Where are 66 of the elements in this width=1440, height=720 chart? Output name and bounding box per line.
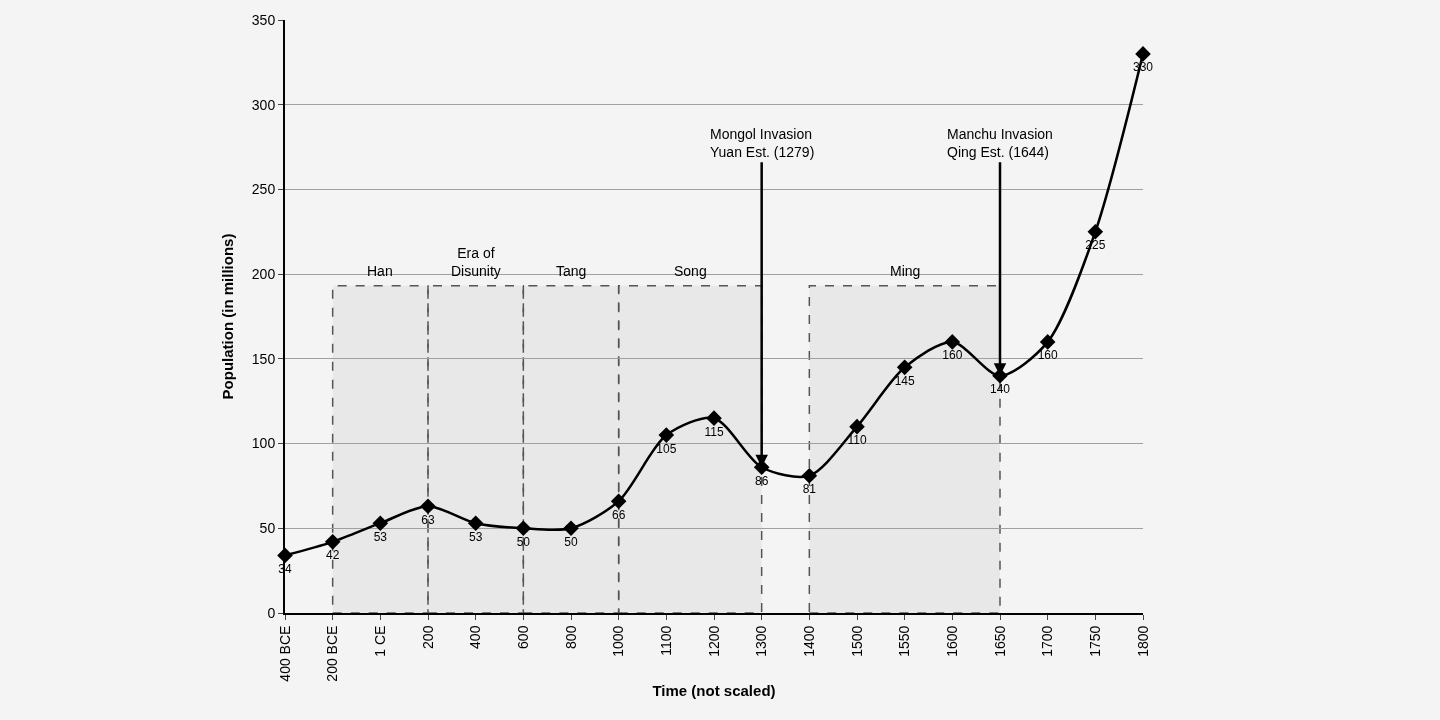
y-tick-label: 50 [259, 520, 276, 537]
x-tick-label: 1100 [657, 625, 674, 656]
band-label: Era of Disunity [451, 245, 501, 280]
x-tick-label: 1550 [896, 625, 913, 657]
data-label: 53 [373, 529, 388, 544]
x-tick-label: 1700 [1039, 625, 1056, 657]
band-label: Ming [890, 263, 921, 279]
point [563, 520, 579, 537]
x-tick-label: 200 BCE [324, 625, 341, 682]
data-label: 66 [611, 507, 626, 522]
x-tick-label: 1650 [991, 625, 1008, 657]
point [658, 427, 675, 443]
y-tick-label: 0 [267, 604, 276, 621]
x-axis-title: Time (not scaled) [652, 682, 776, 700]
point [1039, 334, 1056, 350]
x-tick-label: 800 [562, 625, 579, 649]
point [515, 520, 532, 537]
y-axis-title: Population (in millions) [218, 233, 236, 400]
x-tick-label: 1200 [705, 625, 722, 657]
x-tick-label: 1600 [943, 625, 960, 657]
data-label: 81 [802, 482, 817, 497]
x-tick-label: 200 [419, 625, 436, 649]
x-tick-label: 1400 [800, 625, 817, 657]
y-tick-label: 350 [251, 11, 276, 28]
point [372, 515, 389, 531]
x-tick-label: 1800 [1134, 625, 1151, 657]
x-tick-label: 1500 [848, 625, 865, 657]
data-label: 42 [325, 548, 340, 563]
point [1135, 46, 1151, 62]
band-label: Song [674, 263, 707, 279]
data-label: 53 [468, 529, 483, 544]
band-label: Tang [556, 263, 587, 279]
y-tick-label: 250 [251, 181, 276, 198]
x-tick-label: 1000 [610, 625, 627, 657]
point [420, 498, 436, 515]
y-tick-label: 300 [251, 96, 276, 113]
data-label: 160 [1037, 348, 1058, 363]
y-tick-label: 100 [251, 435, 276, 452]
x-tick-label: 400 [467, 625, 484, 649]
data-label: 160 [942, 348, 963, 363]
point [610, 493, 627, 509]
point [896, 359, 913, 376]
point [944, 334, 961, 350]
data-label: 105 [656, 441, 677, 456]
data-label: 63 [421, 512, 435, 527]
data-label: 140 [989, 382, 1011, 397]
band-label: Han [367, 263, 393, 279]
point [1087, 223, 1104, 240]
y-tick-label: 200 [251, 266, 276, 283]
data-label: 115 [704, 424, 724, 439]
point [801, 467, 818, 484]
point [467, 515, 484, 531]
annotation: Mongol Invasion Yuan Est. (1279) [710, 126, 815, 161]
x-tick-label: 400 BCE [276, 625, 293, 682]
x-tick-label: 1750 [1086, 625, 1103, 657]
data-label: 110 [847, 433, 867, 448]
point [324, 534, 341, 550]
x-tick-label: 1 CE [371, 625, 388, 657]
annotation: Manchu Invasion Qing Est. (1644) [947, 126, 1053, 161]
point [849, 418, 865, 435]
x-tick-label: 600 [514, 625, 531, 649]
data-label: 50 [564, 534, 578, 549]
data-label: 145 [894, 373, 915, 388]
y-tick-label: 150 [251, 350, 276, 367]
point [706, 410, 722, 426]
x-tick-label: 1300 [753, 625, 770, 657]
